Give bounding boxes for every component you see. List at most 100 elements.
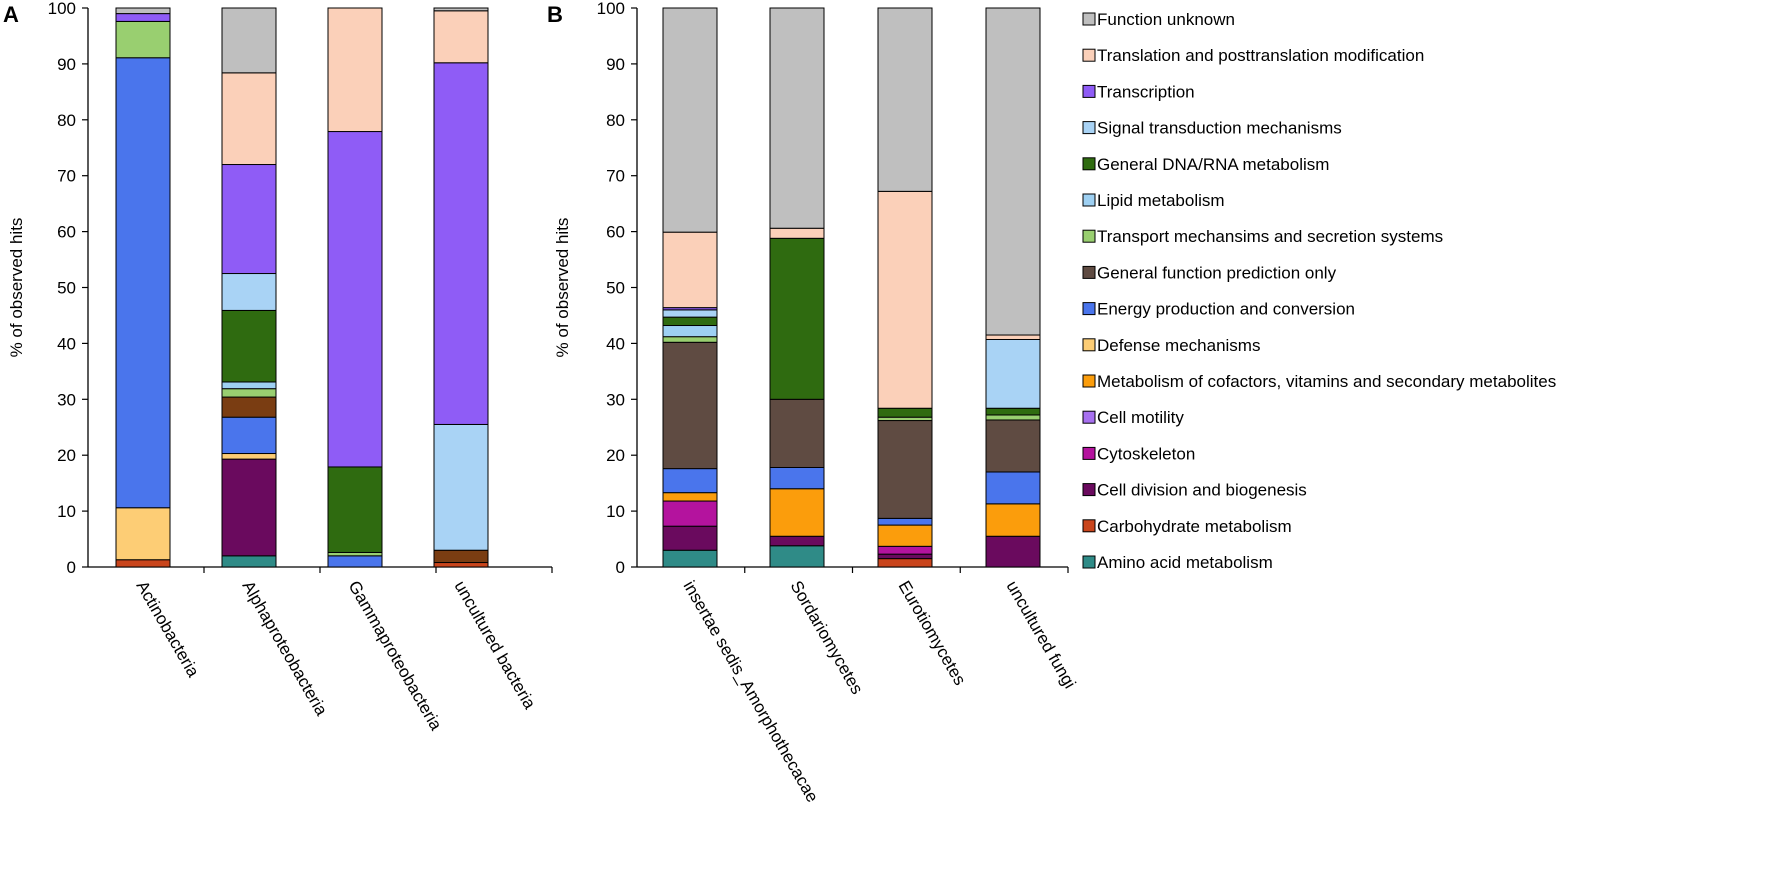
bar-segment-sordariomycetes-cell-division-and-biogenesis — [769, 535, 825, 547]
bar-segment-uncultured-fungi-function-unknown — [985, 7, 1041, 336]
bar-segment-eurotiomycetes-transport-mechansims-and-secretion-systems — [877, 416, 933, 422]
bar-segment-insertae-sedis-amorphothecacae-metabolism-of-cofactors-vitamins-and-secondary-metabolites — [662, 492, 718, 502]
legend-swatch-transport-mechansims-and-secretion-systems — [1082, 229, 1096, 243]
bar-segment-insertae-sedis-amorphothecacae-general-dna-rna-metabolism — [662, 316, 718, 327]
bar-segment-actinobacteria-transport-mechansims-and-secretion-systems — [115, 20, 171, 59]
legend-swatch-general-dna-rna-metabolism — [1082, 157, 1096, 171]
legend-label: General function prediction only — [1097, 263, 1337, 282]
y-tick-label: 60 — [57, 223, 76, 242]
bar-segment-uncultured-fungi-signal-transduction-mechanisms — [985, 338, 1041, 409]
legend: Function unknown Translation and posttran… — [1082, 10, 1556, 572]
bar-segment-eurotiomycetes-energy-production-and-conversion — [877, 517, 933, 526]
bar-segment-actinobacteria-defense-mechanisms — [115, 507, 171, 561]
legend-swatch-defense-mechanisms — [1082, 338, 1096, 352]
bar-segment-insertae-sedis-amorphothecacae-translation-and-posttranslation-modification — [662, 231, 718, 309]
bar-segment-eurotiomycetes-translation-and-posttranslation-modification — [877, 190, 933, 409]
bar-segment-insertae-sedis-amorphothecacae-cell-division-and-biogenesis — [662, 525, 718, 551]
y-tick-label: 50 — [606, 279, 625, 298]
bar-segment-actinobacteria-function-unknown — [115, 7, 171, 15]
legend-label: Cytoskeleton — [1097, 444, 1195, 463]
y-tick-label: 90 — [606, 55, 625, 74]
x-category-label: Alphaproteobacteria — [239, 578, 332, 720]
y-tick-label: 60 — [606, 223, 625, 242]
legend-label: Signal transduction mechanisms — [1097, 119, 1342, 138]
x-category-label: Sordariomycetes — [787, 578, 867, 698]
x-category-label: Gammaproteobacteria — [345, 578, 446, 734]
bar-segment-insertae-sedis-amorphothecacae-general-function-prediction-only — [662, 341, 718, 470]
legend-label: Cell motility — [1097, 408, 1184, 427]
bar-segment-uncultured-fungi-general-dna-rna-metabolism — [985, 407, 1041, 416]
legend-label: Energy production and conversion — [1097, 300, 1355, 319]
bar-segment-uncultured-fungi-metabolism-of-cofactors-vitamins-and-secondary-metabolites — [985, 503, 1041, 537]
bar-segment-eurotiomycetes-metabolism-of-cofactors-vitamins-and-secondary-metabolites — [877, 524, 933, 547]
bar-segment-alphaproteobacteria-transcription — [221, 164, 277, 275]
bar-segment-uncultured-bacteria-translation-and-posttranslation-modification — [433, 10, 489, 64]
y-tick-label: 0 — [616, 558, 625, 577]
bar-segment-eurotiomycetes-function-unknown — [877, 7, 933, 192]
bar-segment-uncultured-fungi-cell-division-and-biogenesis — [985, 535, 1041, 568]
panel-b: B 0 10 20 30 40 50 60 70 80 90 100 % of observed hit… — [547, 0, 1079, 806]
bar-segment-insertae-sedis-amorphothecacae-function-unknown — [662, 7, 718, 233]
legend-swatch-cytoskeleton — [1082, 446, 1096, 460]
y-tick-label: 100 — [48, 0, 76, 18]
bar-segment-sordariomycetes-general-function-prediction-only — [769, 398, 825, 468]
legend-label: Defense mechanisms — [1097, 336, 1260, 355]
bar-segment-uncultured-bacteria-function-unknown — [433, 7, 489, 12]
legend-swatch-metabolism-of-cofactors-vitamins-and-secondary-metabolites — [1082, 374, 1096, 388]
bar-segment-actinobacteria-carbohydrate-metabolism — [115, 559, 171, 568]
x-category-label: insertae sedis_Amorphothecacae — [680, 578, 823, 806]
bar-segment-uncultured-bacteria-signal-transduction-mechanisms — [433, 423, 489, 551]
bar-segment-alphaproteobacteria-lipid-metabolism — [221, 381, 277, 390]
legend-label: Function unknown — [1097, 10, 1235, 29]
y-tick-label: 80 — [57, 111, 76, 130]
y-axis-label: % of observed hits — [7, 218, 26, 358]
bar-segment-eurotiomycetes-cytoskeleton — [877, 545, 933, 555]
legend-label: General DNA/RNA metabolism — [1097, 155, 1329, 174]
bar-segment-gammaproteobacteria-general-dna-rna-metabolism — [327, 466, 383, 553]
legend-swatch-general-function-prediction-only — [1082, 265, 1096, 279]
y-tick-label: 30 — [606, 390, 625, 409]
bar-segment-sordariomycetes-translation-and-posttranslation-modification — [769, 227, 825, 239]
y-axis-label: % of observed hits — [553, 218, 572, 358]
bar-segment-insertae-sedis-amorphothecacae-transport-mechansims-and-secretion-systems — [662, 336, 718, 343]
bar-segment-alphaproteobacteria-defense-mechanisms — [221, 453, 277, 460]
y-tick-label: 50 — [57, 279, 76, 298]
y-tick-label: 20 — [606, 446, 625, 465]
legend-swatch-amino-acid-metabolism — [1082, 555, 1096, 569]
bar-segment-insertae-sedis-amorphothecacae-signal-transduction-mechanisms — [662, 309, 718, 318]
legend-label: Amino acid metabolism — [1097, 553, 1273, 572]
y-tick-label: 10 — [57, 502, 76, 521]
bar-segment-uncultured-fungi-transport-mechansims-and-secretion-systems — [985, 414, 1041, 421]
bar-segment-sordariomycetes-metabolism-of-cofactors-vitamins-and-secondary-metabolites — [769, 488, 825, 537]
bar-segment-alphaproteobacteria-signal-transduction-mechanisms — [221, 273, 277, 311]
legend-swatch-cell-motility — [1082, 410, 1096, 424]
legend-swatch-translation-and-posttranslation-modification — [1082, 48, 1096, 62]
y-tick-label: 90 — [57, 55, 76, 74]
y-tick-label: 70 — [606, 167, 625, 186]
bar-segment-insertae-sedis-amorphothecacae-amino-acid-metabolism — [662, 549, 718, 568]
bar-segment-alphaproteobacteria-amino-acid-metabolism — [221, 555, 277, 568]
y-tick-label: 40 — [57, 334, 76, 353]
bar-segment-eurotiomycetes-general-function-prediction-only — [877, 420, 933, 519]
bar-segment-uncultured-bacteria-carbohydrate-metabolism — [433, 562, 489, 568]
bar-segment-gammaproteobacteria-energy-production-and-conversion — [327, 555, 383, 568]
bar-segment-insertae-sedis-amorphothecacae-lipid-metabolism — [662, 325, 718, 338]
y-tick-label: 20 — [57, 446, 76, 465]
y-tick-label: 40 — [606, 334, 625, 353]
bar-segment-sordariomycetes-general-dna-rna-metabolism — [769, 237, 825, 400]
panel-label: A — [3, 2, 19, 27]
y-tick-label: 30 — [57, 390, 76, 409]
bar-segment-gammaproteobacteria-translation-and-posttranslation-modification — [327, 7, 383, 133]
legend-label: Transcription — [1097, 82, 1195, 101]
legend-label: Metabolism of cofactors, vitamins and se… — [1097, 372, 1556, 391]
legend-swatch-signal-transduction-mechanisms — [1082, 121, 1096, 135]
bar-segment-uncultured-bacteria-transcription — [433, 62, 489, 425]
x-category-label: uncultured fungi — [1003, 578, 1080, 692]
x-category-label: Actinobacteria — [133, 578, 204, 681]
bar-segment-uncultured-bacteria-general-function-prediction-only — [433, 549, 489, 564]
y-tick-label: 10 — [606, 502, 625, 521]
bar-segment-alphaproteobacteria-transport-mechansims-and-secretion-systems — [221, 388, 277, 398]
bar-segment-actinobacteria-transcription — [115, 13, 171, 22]
legend-label: Transport mechansims and secretion syste… — [1097, 227, 1443, 246]
